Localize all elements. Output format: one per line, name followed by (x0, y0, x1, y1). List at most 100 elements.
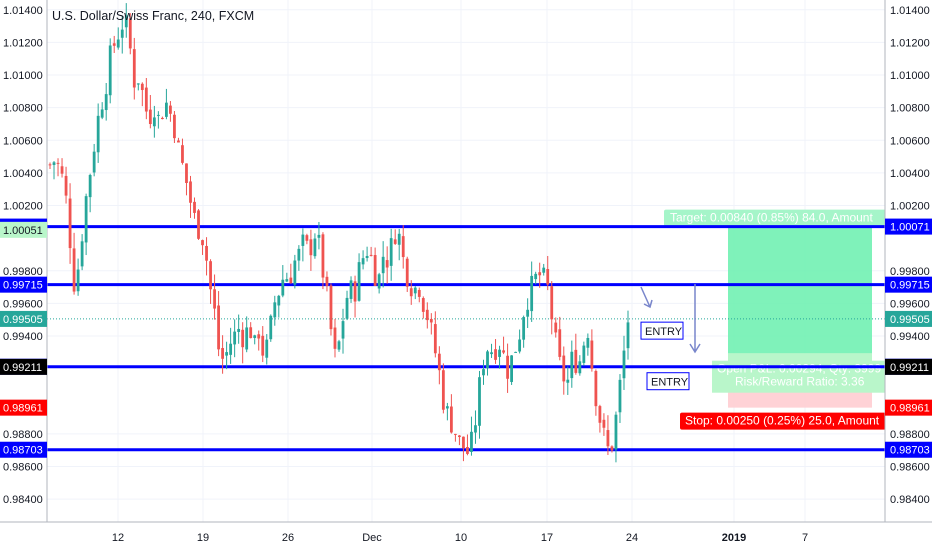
candle-body (514, 351, 518, 353)
candle-body (582, 345, 586, 363)
time-tick-label: Dec (362, 532, 382, 544)
candle-body (530, 275, 534, 312)
candle-body (144, 87, 148, 112)
candle-body (261, 335, 265, 356)
candle-body (550, 286, 554, 320)
candle-body (160, 117, 164, 120)
candle-body (554, 322, 558, 333)
target-zone[interactable] (728, 226, 872, 367)
candle-body (309, 239, 313, 256)
candle-body (433, 324, 437, 354)
candle-body (225, 352, 229, 356)
candle-body (317, 234, 321, 238)
candle-body (136, 83, 140, 85)
time-tick-label: 24 (626, 532, 638, 544)
right-tick-label: 1.00800 (890, 103, 930, 115)
candle-body (578, 361, 582, 374)
candle-body (381, 256, 385, 274)
candle-body (269, 315, 273, 340)
candle-body (305, 235, 309, 241)
candle-body (401, 236, 405, 258)
candle-body (570, 351, 574, 379)
candle-body (281, 279, 285, 296)
candle-body (301, 234, 305, 246)
candle-body (233, 331, 237, 345)
candle-body (148, 109, 152, 125)
entry-label-1: ENTRY (645, 326, 683, 338)
left-tick-label: 0.99800 (3, 266, 43, 278)
left-tick-label: 0.98600 (3, 462, 43, 474)
right-price-badge (885, 310, 932, 327)
entry-label-2: ENTRY (651, 377, 689, 389)
right-price-badge-label: 0.99211 (890, 362, 929, 374)
candle-body (273, 302, 277, 318)
right-price-badge-label: 1.00071 (890, 222, 930, 234)
candle-body (221, 348, 224, 359)
candle-body (76, 269, 80, 292)
candle-body (209, 261, 212, 290)
right-tick-label: 1.01200 (890, 37, 930, 49)
candle-body (213, 289, 216, 309)
candle-body (498, 349, 501, 357)
annotations[interactable]: ENTRY ENTRY (640, 284, 701, 391)
left-tick-label: 0.98800 (3, 429, 43, 441)
candle-body (502, 350, 505, 353)
candle-body (132, 49, 136, 88)
candle-body (313, 238, 317, 257)
candle-body (104, 94, 108, 111)
candle-body (478, 377, 481, 426)
left-tick-label: 1.01400 (3, 5, 43, 17)
right-tick-label: 0.99400 (890, 331, 930, 343)
candles (48, 3, 630, 463)
candle-body (562, 355, 566, 382)
right-tick-label: 1.01400 (890, 5, 930, 17)
candle-body (197, 210, 200, 239)
candle-body (389, 238, 393, 266)
candle-body (373, 255, 377, 286)
right-price-scale[interactable] (885, 0, 932, 522)
horizontal-levels[interactable] (47, 225, 885, 452)
candle-body (445, 406, 449, 409)
candle-body (285, 279, 289, 282)
candle-body (72, 248, 76, 292)
candle-body (546, 269, 550, 285)
candle-body (169, 105, 172, 114)
arrow-down-icon[interactable] (689, 284, 701, 354)
candle-body (538, 272, 542, 276)
candle-body (357, 262, 361, 301)
right-price-badge (885, 276, 932, 293)
time-tick-label: 19 (197, 532, 209, 544)
entry-box-1[interactable] (640, 321, 684, 340)
position-zones: Target: 0.00840 (0.85%) 84.0, Amount Stop… (664, 209, 886, 430)
candle-body (128, 18, 132, 49)
candle-body (486, 351, 489, 369)
time-tick-label: 17 (541, 532, 553, 544)
arrow-down-icon[interactable] (640, 286, 653, 309)
candle-body (598, 406, 602, 423)
time-tick-label: 26 (282, 532, 294, 544)
right-tick-label: 0.99800 (890, 266, 930, 278)
time-tick-label: 12 (112, 532, 124, 544)
candle-body (289, 277, 293, 284)
candle-body (84, 196, 88, 243)
candle-body (466, 447, 469, 454)
candle-body (622, 350, 626, 379)
left-price-badge (0, 310, 47, 327)
candle-body (293, 260, 297, 285)
left-price-badge (0, 441, 47, 458)
entry-box-2[interactable] (646, 372, 690, 391)
candle-body (590, 340, 594, 369)
left-price-scale[interactable] (0, 0, 47, 522)
candle-body (177, 140, 180, 143)
candle-body (205, 245, 208, 261)
left-tick-label: 1.01000 (3, 70, 43, 82)
candle-body (116, 39, 120, 48)
candle-body (614, 414, 618, 450)
candle-body (88, 174, 92, 198)
left-price-badge-label: 0.99715 (3, 280, 43, 292)
candle-body (506, 355, 509, 379)
candle-body (337, 341, 341, 350)
candle-body (185, 163, 188, 184)
